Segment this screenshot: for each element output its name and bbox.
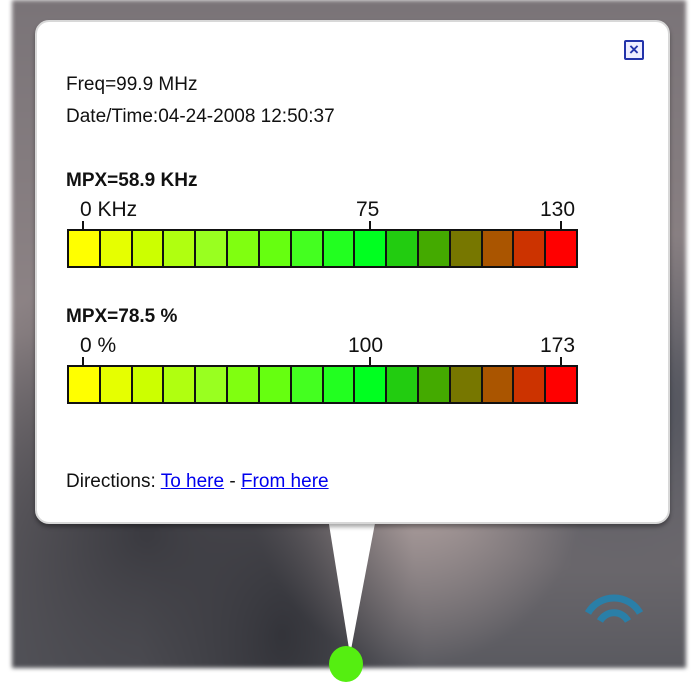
meter-segment xyxy=(482,231,513,266)
meter-segment xyxy=(259,231,290,266)
meter-segment xyxy=(164,367,195,402)
close-icon[interactable]: × xyxy=(624,40,644,60)
mpx-khz-meter xyxy=(67,229,578,268)
to-here-link[interactable]: To here xyxy=(160,471,225,492)
meter-segment xyxy=(69,231,99,266)
tick-label: 0 % xyxy=(80,334,117,357)
tick xyxy=(82,221,84,229)
meter-segment xyxy=(418,231,449,266)
meter-title: MPX=78.5 % xyxy=(66,306,178,327)
meter-title: MPX=58.9 KHz xyxy=(66,170,198,191)
meter-segment xyxy=(228,367,258,402)
frequency-text: Freq=99.9 MHz xyxy=(66,74,198,95)
meter-segment xyxy=(450,231,481,266)
from-here-link[interactable]: From here xyxy=(240,471,329,492)
directions-label: Directions: xyxy=(66,471,156,492)
meter-segment xyxy=(164,231,195,266)
tick-label: 130 xyxy=(540,198,576,221)
map-marker[interactable] xyxy=(329,646,363,682)
mpx-percent-meter xyxy=(67,365,578,404)
meter-segment xyxy=(291,367,322,402)
meter-segment xyxy=(418,367,449,402)
meter-segment xyxy=(132,367,163,402)
meter-segment xyxy=(132,231,163,266)
meter-segment xyxy=(514,367,545,402)
meter-segment xyxy=(100,367,131,402)
meter-segment xyxy=(355,231,386,266)
info-popup xyxy=(35,20,670,524)
tick-label: 173 xyxy=(540,334,576,357)
meter-segment xyxy=(546,231,576,266)
tick-label: 0 KHz xyxy=(80,198,138,221)
tick xyxy=(560,221,562,229)
meter-segment xyxy=(387,231,417,266)
meter-segment xyxy=(100,231,131,266)
meter-segment xyxy=(196,367,227,402)
meter-segment xyxy=(482,367,513,402)
separator: - xyxy=(229,471,236,492)
tick xyxy=(369,221,371,229)
tick-label: 100 xyxy=(348,334,384,357)
meter-segment xyxy=(450,367,481,402)
tick xyxy=(560,357,562,365)
meter-segment xyxy=(355,367,386,402)
directions-row: Directions: To here - From here xyxy=(66,471,329,493)
meter-segment xyxy=(259,367,290,402)
meter-segment xyxy=(387,367,417,402)
meter-segment xyxy=(228,231,258,266)
tick xyxy=(369,357,371,365)
meter-segment xyxy=(514,231,545,266)
datetime-text: Date/Time:04-24-2008 12:50:37 xyxy=(66,106,335,127)
tick xyxy=(82,357,84,365)
meter-segment xyxy=(291,231,322,266)
meter-segment xyxy=(196,231,227,266)
meter-segment xyxy=(546,367,576,402)
wifi-signal-icon xyxy=(584,594,644,623)
meter-segment xyxy=(69,367,99,402)
tick-label: 75 xyxy=(356,198,380,221)
meter-segment xyxy=(323,231,354,266)
meter-segment xyxy=(323,367,354,402)
